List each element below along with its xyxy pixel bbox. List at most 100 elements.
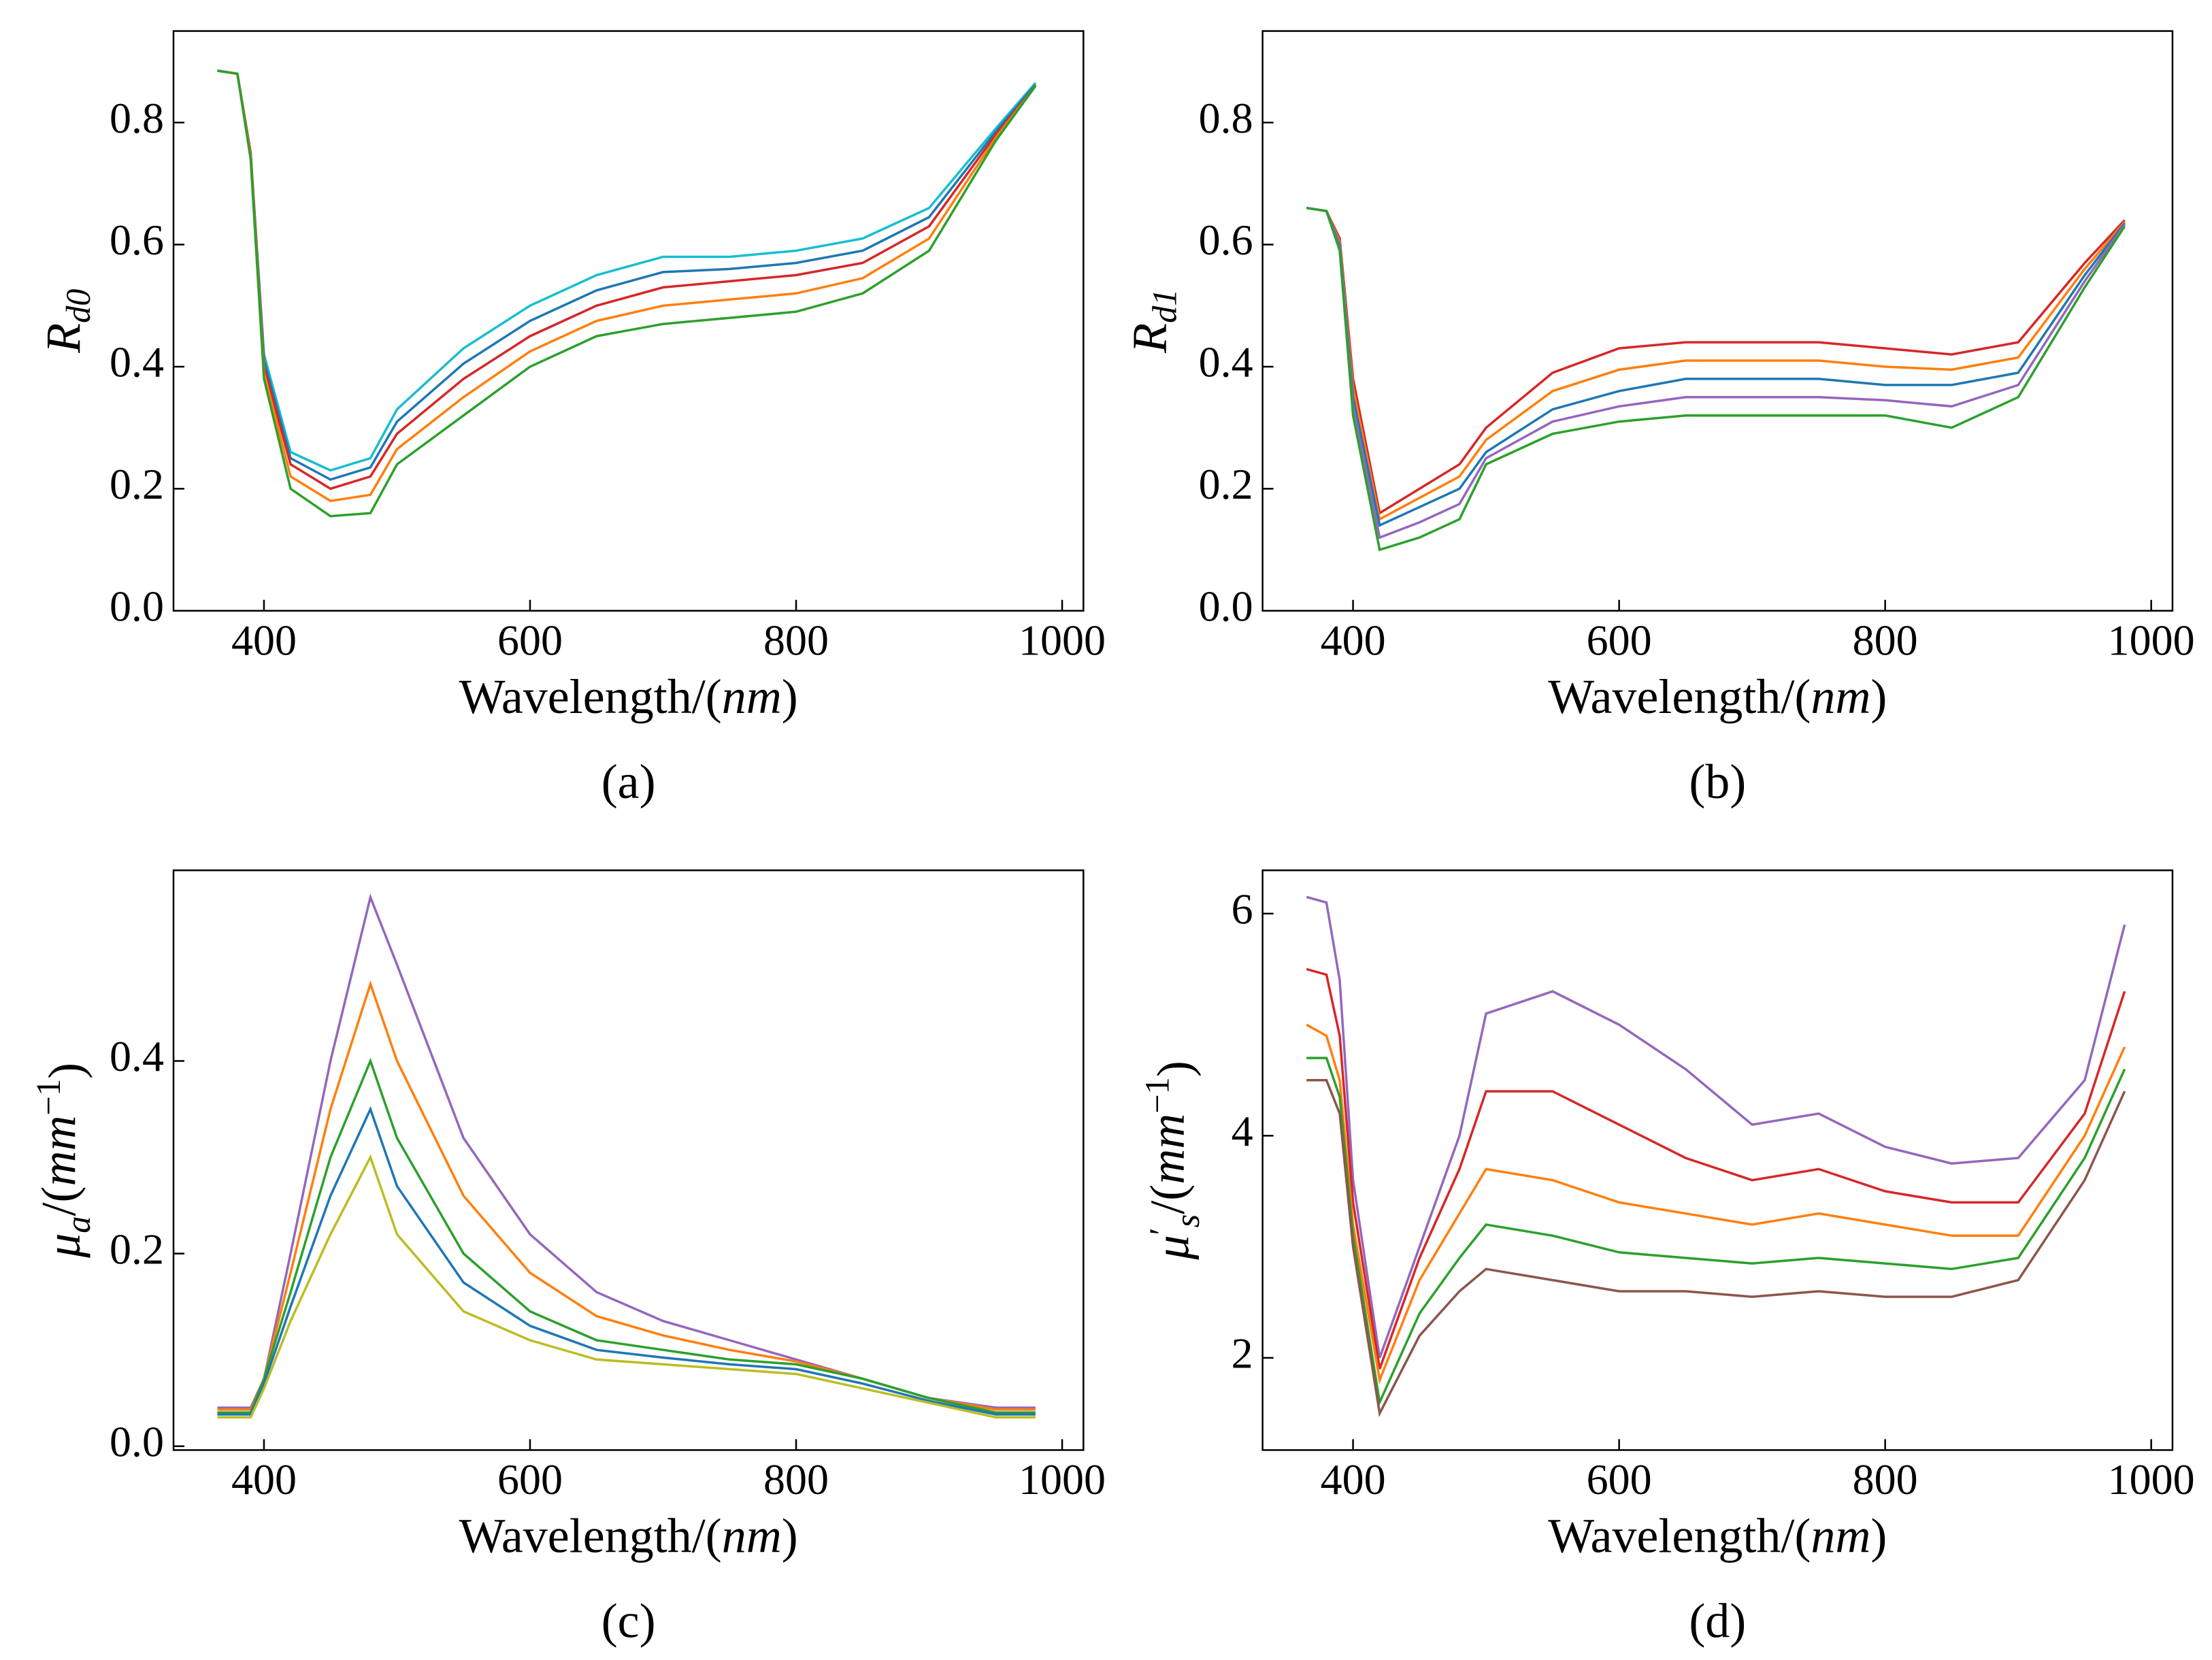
y-axis-label-part: /(	[32, 1186, 86, 1216]
y-axis-label-part: −1	[29, 1079, 67, 1116]
y-axis-label-part: μ	[36, 1233, 90, 1259]
x-tick-label: 800	[763, 1455, 829, 1504]
y-tick-label: 0.8	[1199, 94, 1253, 142]
x-tick-label: 600	[1587, 1455, 1652, 1504]
y-axis-label-part: a	[59, 1216, 97, 1233]
x-tick-label: 800	[1853, 616, 1918, 664]
y-tick-label: 0.2	[110, 460, 164, 508]
x-tick-label: 600	[497, 616, 563, 664]
panel: 400 600 800 10000.00.20.4Wavelength/(nm)μa/…	[29, 869, 1106, 1648]
x-tick-label: 600	[1587, 616, 1652, 664]
series-line	[217, 1106, 1036, 1416]
x-tick-label: 400	[231, 616, 297, 664]
y-axis-label-part: mm	[1140, 1114, 1195, 1184]
series-line	[217, 1154, 1036, 1419]
y-tick-label: 0.0	[1199, 582, 1253, 630]
x-tick-label: 400	[1321, 616, 1386, 664]
x-axis-label: Wavelength/(nm)	[1548, 669, 1887, 724]
y-axis-label-part: R	[36, 323, 90, 354]
y-axis-label: Rd0	[36, 288, 97, 353]
x-tick-label: 800	[763, 616, 829, 664]
y-axis-label-part: ′	[1142, 1227, 1181, 1235]
y-tick-label: 0.6	[1199, 216, 1253, 264]
series-line	[217, 1057, 1036, 1414]
y-axis-label-part: /(	[1140, 1184, 1195, 1214]
axes-frame	[1261, 30, 2174, 612]
lines	[217, 69, 1037, 518]
axes-frame	[172, 869, 1085, 1451]
panel-caption: (c)	[601, 1593, 656, 1648]
y-tick-label: 4	[1232, 1107, 1253, 1155]
x-tick-label: 400	[231, 1455, 297, 1504]
x-tick-label: 1000	[2108, 1455, 2195, 1504]
x-axis-label-part: )	[1870, 669, 1887, 724]
y-tick-label: 0.2	[1199, 460, 1253, 508]
y-tick-label: 0.0	[110, 582, 164, 630]
x-axis-label-part: )	[782, 669, 798, 724]
y-tick-label: 0.8	[110, 94, 164, 142]
axes-frame	[1261, 869, 2174, 1451]
x-axis-label-part: Wavelength/(	[1548, 669, 1811, 724]
y-axis-label-part: )	[1147, 1061, 1202, 1077]
y-axis-label-part: mm	[32, 1115, 86, 1186]
x-axis-label-part: Wavelength/(	[1548, 1508, 1811, 1563]
lines	[1306, 206, 2126, 552]
y-tick-label: 0.6	[110, 216, 164, 264]
series-line	[217, 69, 1037, 503]
panel-caption: (d)	[1689, 1593, 1746, 1648]
y-tick-label: 0.0	[110, 1417, 164, 1465]
series-line	[1306, 206, 2126, 540]
y-axis-label-part: −1	[1138, 1077, 1176, 1114]
series-line	[1306, 967, 2126, 1370]
y-tick-label: 0.4	[1199, 338, 1253, 386]
lines	[217, 893, 1036, 1419]
x-tick-label: 400	[1321, 1455, 1386, 1504]
series-line	[217, 69, 1037, 491]
lines	[1306, 895, 2126, 1418]
x-tick-label: 1000	[2108, 616, 2195, 664]
panel-caption: (a)	[601, 754, 656, 809]
panel: 400 600 800 1000 0.0 0.2 0.4 0.6 0.8 Wavelength/(…	[1123, 30, 2195, 809]
x-axis-label: Wavelength/(nm)	[1548, 1508, 1887, 1563]
x-axis-label-part: nm	[722, 1508, 782, 1563]
x-axis-label-part: )	[1870, 1508, 1887, 1563]
y-axis-label-part: R	[1123, 323, 1177, 354]
panel: 400 600 800 1000246Wavelength/(nm)μ′s/(mm−1…	[1138, 869, 2195, 1648]
panel: 400 600 800 1000 0.0 0.2 0.4 0.6 0.8 Wavelength/(…	[36, 30, 1106, 809]
y-tick-label: 0.4	[110, 338, 164, 386]
y-tick-label: 2	[1232, 1329, 1253, 1378]
x-axis-label-part: )	[782, 1508, 798, 1563]
series-line	[1306, 1079, 2126, 1418]
y-axis-label-part: s	[1168, 1214, 1206, 1228]
x-axis-label-part: nm	[1811, 669, 1870, 724]
x-axis-label-part: nm	[722, 669, 782, 724]
series-line	[1306, 206, 2126, 527]
x-axis-label: Wavelength/(nm)	[459, 1508, 798, 1563]
series-line	[217, 69, 1037, 472]
series-line	[1306, 206, 2126, 521]
series-line	[1306, 1057, 2126, 1407]
x-axis-label-part: nm	[1811, 1508, 1870, 1563]
series-line	[217, 69, 1037, 518]
y-axis-label: μa/(mm−1)	[29, 1063, 97, 1259]
series-line	[1306, 206, 2126, 552]
y-axis-label: μ′s/(mm−1)	[1138, 1061, 1206, 1260]
x-axis-label-part: Wavelength/(	[459, 1508, 722, 1563]
y-axis-label-part: μ	[1145, 1235, 1200, 1260]
y-tick-label: 0.2	[110, 1225, 164, 1273]
y-tick-label: 0.4	[110, 1032, 164, 1080]
x-tick-label: 600	[497, 1455, 563, 1504]
y-axis-label-part: )	[38, 1063, 93, 1079]
series-line	[217, 69, 1037, 481]
y-axis-label-part: d1	[1146, 288, 1184, 322]
panel-caption: (b)	[1689, 754, 1746, 809]
x-axis-label-part: Wavelength/(	[459, 669, 722, 724]
y-tick-label: 6	[1232, 885, 1253, 933]
axes-frame	[172, 30, 1085, 612]
x-tick-label: 1000	[1019, 1455, 1106, 1504]
y-axis-label: Rd1	[1123, 288, 1184, 353]
x-tick-label: 800	[1853, 1455, 1918, 1504]
x-tick-label: 1000	[1019, 616, 1106, 664]
series-line	[1306, 895, 2126, 1359]
